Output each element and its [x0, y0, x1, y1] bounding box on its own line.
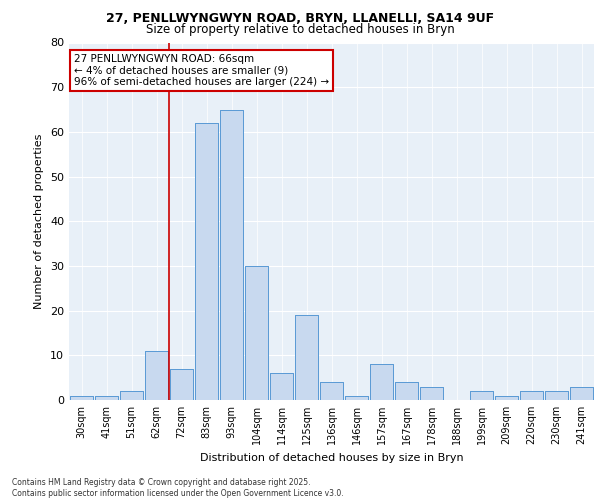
Bar: [170, 368, 193, 400]
Bar: [420, 386, 443, 400]
Bar: [120, 391, 143, 400]
Bar: [420, 386, 443, 400]
Bar: [395, 382, 418, 400]
Bar: [370, 364, 393, 400]
Bar: [95, 396, 118, 400]
Bar: [320, 382, 343, 400]
Bar: [120, 391, 143, 400]
Bar: [345, 396, 368, 400]
Bar: [370, 364, 393, 400]
Bar: [570, 386, 593, 400]
X-axis label: Distribution of detached houses by size in Bryn: Distribution of detached houses by size …: [200, 452, 463, 462]
Text: Contains HM Land Registry data © Crown copyright and database right 2025.
Contai: Contains HM Land Registry data © Crown c…: [12, 478, 344, 498]
Bar: [245, 266, 268, 400]
Text: Size of property relative to detached houses in Bryn: Size of property relative to detached ho…: [146, 22, 454, 36]
Bar: [295, 315, 318, 400]
Bar: [520, 391, 543, 400]
Y-axis label: Number of detached properties: Number of detached properties: [34, 134, 44, 309]
Bar: [570, 386, 593, 400]
Bar: [195, 123, 218, 400]
Bar: [220, 110, 243, 400]
Bar: [170, 368, 193, 400]
Bar: [145, 351, 168, 400]
Bar: [470, 391, 493, 400]
Bar: [545, 391, 568, 400]
Bar: [245, 266, 268, 400]
Bar: [320, 382, 343, 400]
Bar: [345, 396, 368, 400]
Bar: [495, 396, 518, 400]
Bar: [145, 351, 168, 400]
Bar: [520, 391, 543, 400]
Bar: [295, 315, 318, 400]
Text: 27 PENLLWYNGWYN ROAD: 66sqm
← 4% of detached houses are smaller (9)
96% of semi-: 27 PENLLWYNGWYN ROAD: 66sqm ← 4% of deta…: [74, 54, 329, 87]
Bar: [270, 373, 293, 400]
Text: 27, PENLLWYNGWYN ROAD, BRYN, LLANELLI, SA14 9UF: 27, PENLLWYNGWYN ROAD, BRYN, LLANELLI, S…: [106, 12, 494, 26]
Bar: [545, 391, 568, 400]
Bar: [195, 123, 218, 400]
Bar: [70, 396, 93, 400]
Bar: [470, 391, 493, 400]
Bar: [495, 396, 518, 400]
Bar: [220, 110, 243, 400]
Bar: [270, 373, 293, 400]
Bar: [70, 396, 93, 400]
Bar: [95, 396, 118, 400]
Bar: [395, 382, 418, 400]
